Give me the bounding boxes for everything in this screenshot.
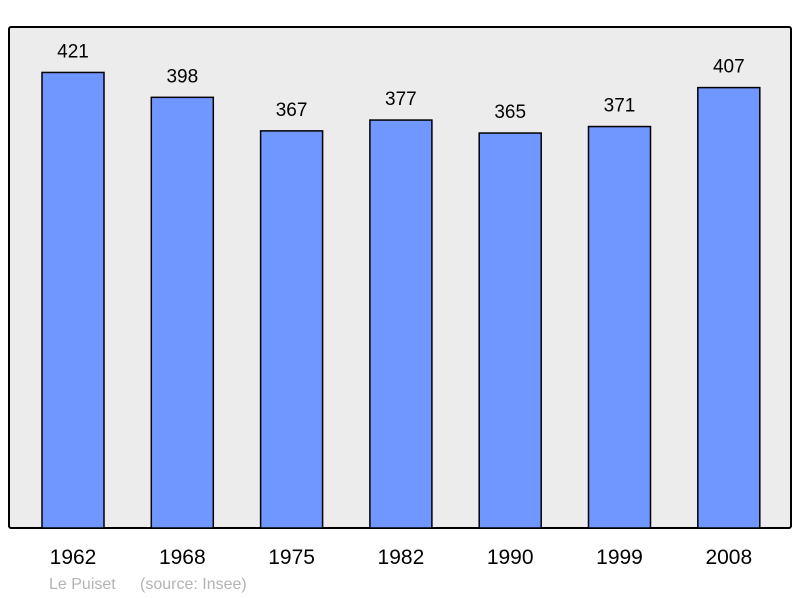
bar-1975 <box>259 130 324 529</box>
data-label-1975: 367 <box>276 100 308 121</box>
x-tick-1962: 1962 <box>50 546 97 569</box>
x-tick-1990: 1990 <box>487 546 534 569</box>
source-note: (source: Insee) <box>140 576 247 593</box>
data-label-1962: 421 <box>57 41 89 62</box>
data-label-2008: 407 <box>713 57 745 78</box>
data-label-1982: 377 <box>385 89 417 110</box>
data-label-1990: 365 <box>494 102 526 123</box>
data-label-1968: 398 <box>166 66 198 87</box>
bar-1999 <box>587 125 652 529</box>
bar-1962 <box>41 71 105 529</box>
bar-1990 <box>478 132 542 529</box>
bar-1982 <box>369 119 433 529</box>
data-label-1999: 371 <box>604 96 636 117</box>
x-tick-1975: 1975 <box>268 546 315 569</box>
x-tick-1982: 1982 <box>378 546 425 569</box>
x-tick-2008: 2008 <box>705 546 752 569</box>
x-tick-1968: 1968 <box>159 546 206 569</box>
place-name: Le Puiset <box>49 576 116 593</box>
x-tick-1999: 1999 <box>596 546 643 569</box>
bar-2008 <box>697 86 761 529</box>
bar-1968 <box>150 96 215 529</box>
